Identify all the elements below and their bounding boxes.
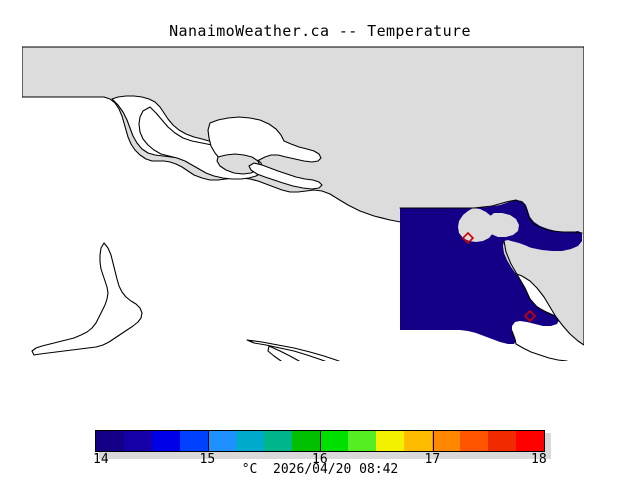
page-title: NanaimoWeather.ca -- Temperature [169,22,471,40]
temperature-field-polygon [400,200,582,344]
station-marker-south[interactable] [523,309,537,323]
island-chain-upper [246,339,341,361]
colorbar-tick-15 [207,430,209,452]
colorbar-tick-label-14: 14 [93,452,109,467]
colorbar-bin-9 [348,431,376,451]
field-notch-channel [486,213,519,237]
colorbar-tick-label-17: 17 [424,452,441,467]
colorbar-bin-7 [292,431,320,451]
colorbar-bin-2 [152,431,180,451]
temperature-field-layer [400,200,582,344]
colorbar-bin-3 [180,431,208,451]
diamond-marker-icon [523,309,537,323]
colorbar-tick-label-18: 18 [531,452,547,467]
colorbar-bin-5 [236,431,264,451]
colorbar-bin-8 [320,431,348,451]
colorbar-tick-label-16: 16 [312,452,328,467]
island-west-spur [31,242,143,356]
colorbar-bin-0 [96,431,124,451]
station-marker-north[interactable] [461,231,475,245]
colorbar-bin-10 [376,431,404,451]
coastline-southeast-tail [515,343,568,361]
colorbar-bin-6 [264,431,292,451]
diamond-marker-icon [461,231,475,245]
island-chain-lower [267,345,301,361]
colorbar-bin-1 [124,431,152,451]
colorbar-tick-label-15: 15 [199,452,216,467]
colorbar-tick-17 [432,430,434,452]
colorbar-bin-15 [516,431,544,451]
inlet-lower-notch [248,162,323,190]
map-canvas [22,45,584,361]
colorbar-bin-14 [488,431,516,451]
map-plot-area [22,45,584,361]
colorbar-bin-4 [208,431,236,451]
colorbar-gradient[interactable] [95,430,545,452]
field-coast-outline [399,199,583,345]
colorbar-bin-12 [432,431,460,451]
field-notch-strait [506,241,541,268]
colorbar-bin-11 [404,431,432,451]
colorbar-bin-13 [460,431,488,451]
colorbar-caption: °C 2026/04/20 08:42 [241,462,399,477]
colorbar-tick-16 [320,430,321,452]
